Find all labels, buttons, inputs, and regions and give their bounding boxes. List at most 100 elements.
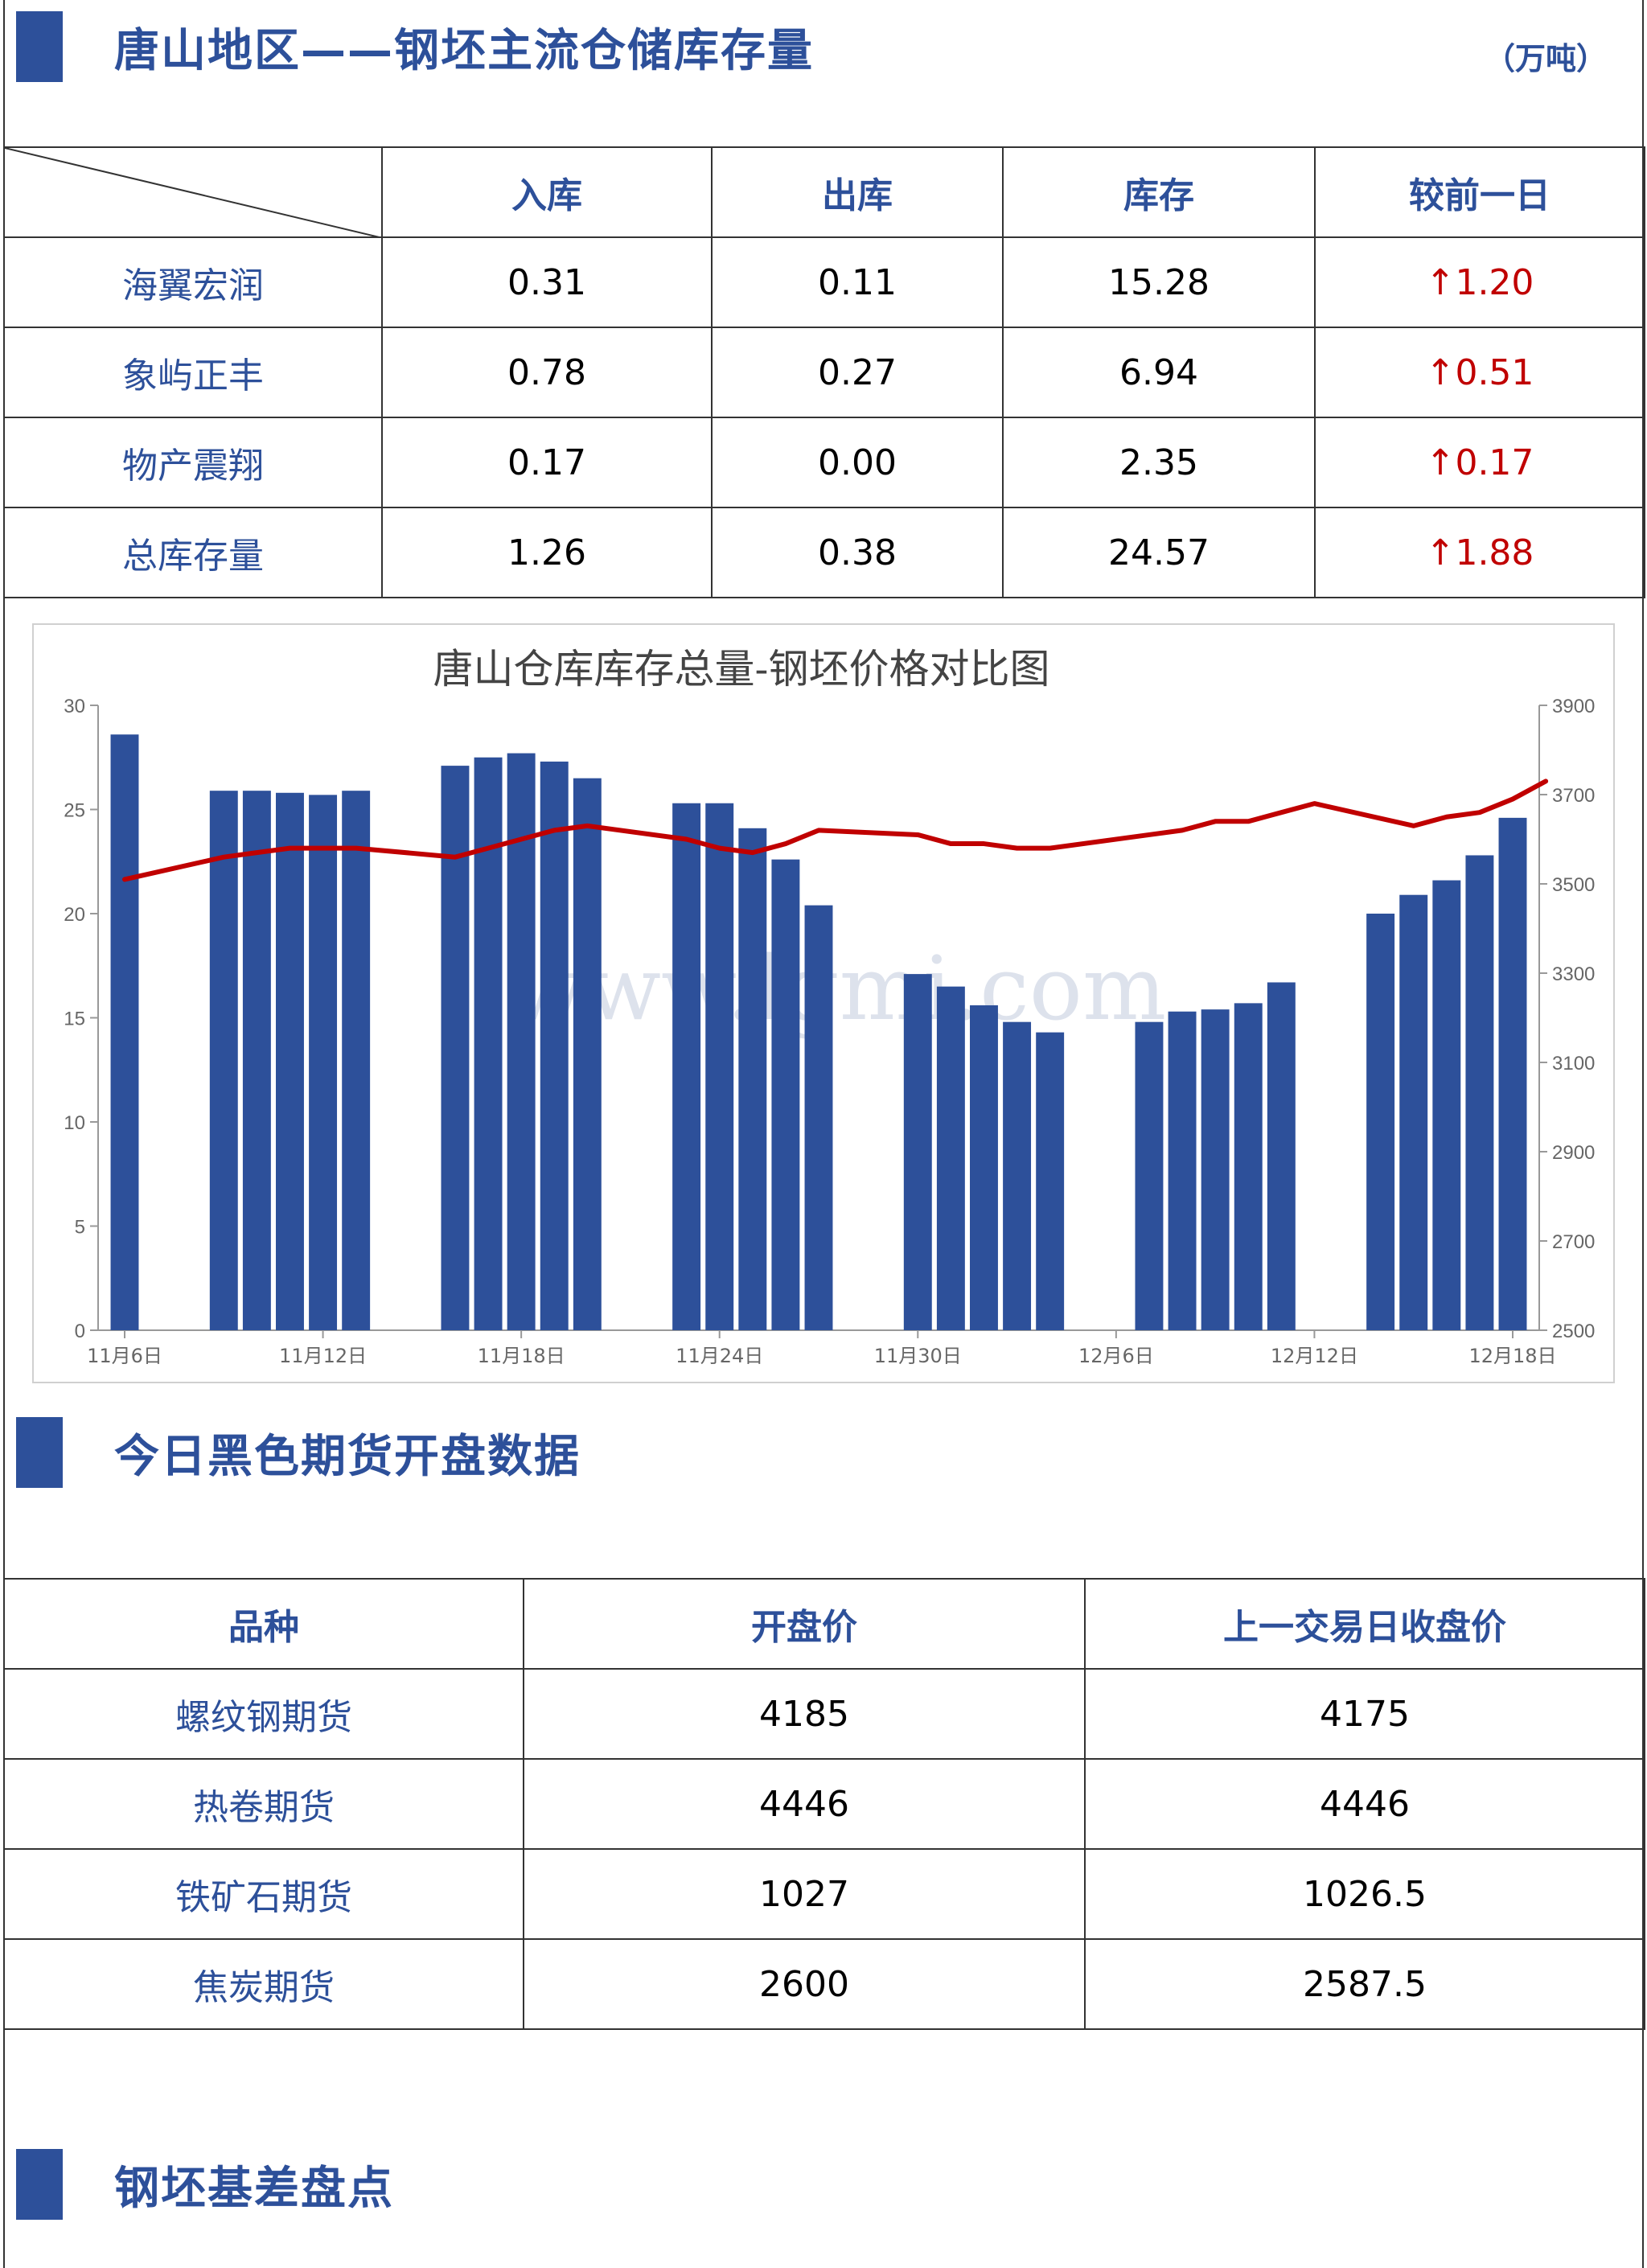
bar — [672, 803, 701, 1330]
right-tick-label: 3500 — [1552, 874, 1595, 896]
bar — [1135, 1021, 1164, 1330]
bar — [1366, 914, 1395, 1330]
x-tick-label: 11月12日 — [279, 1345, 367, 1367]
column-header: 入库 — [381, 146, 713, 238]
row-name: 总库存量 — [3, 507, 383, 598]
table-row: 总库存量 1.26 0.38 24.57 ↑1.88 — [3, 507, 1645, 598]
section-marker — [16, 2149, 63, 2220]
bar — [970, 1005, 998, 1330]
table-header-row: 品种 开盘价 上一交易日收盘价 — [3, 1578, 1645, 1670]
diagonal-header-cell — [3, 146, 383, 238]
bar — [1465, 855, 1494, 1330]
cell-prev-close: 2587.5 — [1084, 1938, 1645, 2030]
bar — [110, 734, 139, 1330]
table-row: 象屿正丰 0.78 0.27 6.94 ↑0.51 — [3, 327, 1645, 418]
diagonal-line — [5, 148, 383, 238]
unit-label: （万吨） — [1484, 41, 1607, 76]
cell-change: ↑0.17 — [1314, 417, 1645, 508]
section-marker — [16, 11, 63, 82]
section-title: 钢坯基差盘点 — [114, 2163, 394, 2215]
bar — [1003, 1021, 1032, 1330]
table-row: 铁矿石期货 1027 1026.5 — [3, 1848, 1645, 1940]
x-tick-label: 11月30日 — [874, 1345, 962, 1367]
table-row: 物产震翔 0.17 0.00 2.35 ↑0.17 — [3, 417, 1645, 508]
bar — [804, 905, 833, 1330]
row-name: 象屿正丰 — [3, 327, 383, 418]
right-tick-label: 2500 — [1552, 1321, 1595, 1342]
bar — [1432, 880, 1461, 1330]
bar — [936, 986, 965, 1330]
left-tick-label: 15 — [64, 1009, 85, 1030]
column-header: 库存 — [1002, 146, 1316, 238]
bar — [1399, 894, 1428, 1330]
row-name: 热卷期货 — [3, 1758, 524, 1850]
right-tick-label: 2700 — [1552, 1231, 1595, 1253]
bar — [903, 974, 932, 1330]
section-header-futures: 今日黑色期货开盘数据 — [0, 1406, 1647, 1494]
inventory-price-chart: 唐山仓库库存总量-钢坯价格对比图 www.lgmi.com 0 5 10 15 20 25 30… — [32, 623, 1615, 1383]
right-tick-label: 3700 — [1552, 785, 1595, 807]
x-tick-label: 12月12日 — [1271, 1345, 1358, 1367]
cell-open: 4185 — [523, 1668, 1086, 1760]
section-title: 唐山地区——钢坯主流仓储库存量 — [114, 25, 814, 77]
bar — [441, 766, 470, 1330]
right-tick-label: 2900 — [1552, 1142, 1595, 1164]
cell-prev-close: 4175 — [1084, 1668, 1645, 1760]
cell-stock: 2.35 — [1002, 417, 1316, 508]
section-header-inventory: 唐山地区——钢坯主流仓储库存量 （万吨） — [0, 0, 1647, 88]
bar — [1234, 1003, 1263, 1330]
cell-prev-close: 4446 — [1084, 1758, 1645, 1850]
x-tick-label: 11月6日 — [87, 1345, 162, 1367]
row-name: 铁矿石期货 — [3, 1848, 524, 1940]
table-row: 海翼宏润 0.31 0.11 15.28 ↑1.20 — [3, 236, 1645, 328]
right-tick-label: 3900 — [1552, 696, 1595, 717]
x-tick-label: 11月24日 — [676, 1345, 763, 1367]
cell-change: ↑1.20 — [1314, 236, 1645, 328]
chart-title: 唐山仓库库存总量-钢坯价格对比图 — [433, 646, 1050, 692]
bar — [540, 761, 569, 1330]
cell-stock: 15.28 — [1002, 236, 1316, 328]
left-tick-label: 25 — [64, 800, 85, 822]
column-header: 品种 — [3, 1578, 524, 1670]
bar — [507, 753, 536, 1330]
cell-stock: 6.94 — [1002, 327, 1316, 418]
cell-in: 0.17 — [381, 417, 713, 508]
bar — [1036, 1032, 1065, 1330]
cell-out: 0.27 — [711, 327, 1004, 418]
right-tick-label: 3100 — [1552, 1053, 1595, 1074]
column-header: 上一交易日收盘价 — [1084, 1578, 1645, 1670]
row-name: 焦炭期货 — [3, 1938, 524, 2030]
price-line — [122, 779, 1549, 882]
row-name: 海翼宏润 — [3, 236, 383, 328]
cell-change: ↑0.51 — [1314, 327, 1645, 418]
column-header: 较前一日 — [1314, 146, 1645, 238]
table-row: 螺纹钢期货 4185 4175 — [3, 1668, 1645, 1760]
cell-open: 1027 — [523, 1848, 1086, 1940]
bar — [738, 828, 767, 1330]
bar — [705, 803, 734, 1330]
left-tick-label: 20 — [64, 904, 85, 926]
right-tick-label: 3300 — [1552, 963, 1595, 985]
cell-out: 0.00 — [711, 417, 1004, 508]
bar — [1168, 1011, 1197, 1330]
table-row: 焦炭期货 2600 2587.5 — [3, 1938, 1645, 2030]
cell-in: 0.78 — [381, 327, 713, 418]
cell-prev-close: 1026.5 — [1084, 1848, 1645, 1940]
row-name: 螺纹钢期货 — [3, 1668, 524, 1760]
watermark-text: www.lgmi.com — [510, 937, 1167, 1040]
bar — [1201, 1009, 1230, 1330]
bar — [1498, 817, 1527, 1330]
column-header: 开盘价 — [523, 1578, 1086, 1670]
cell-stock: 24.57 — [1002, 507, 1316, 598]
left-tick-label: 5 — [75, 1217, 85, 1239]
cell-in: 1.26 — [381, 507, 713, 598]
cell-open: 4446 — [523, 1758, 1086, 1850]
section-header-basis: 钢坯基差盘点 — [0, 2138, 1647, 2226]
bar — [309, 795, 338, 1330]
bar — [573, 778, 602, 1330]
cell-in: 0.31 — [381, 236, 713, 328]
x-tick-label: 11月18日 — [478, 1345, 565, 1367]
left-tick-label: 0 — [75, 1321, 85, 1342]
section-title: 今日黑色期货开盘数据 — [114, 1431, 581, 1483]
futures-table: 品种 开盘价 上一交易日收盘价 螺纹钢期货 4185 4175 热卷期货 444… — [3, 1578, 1645, 2030]
